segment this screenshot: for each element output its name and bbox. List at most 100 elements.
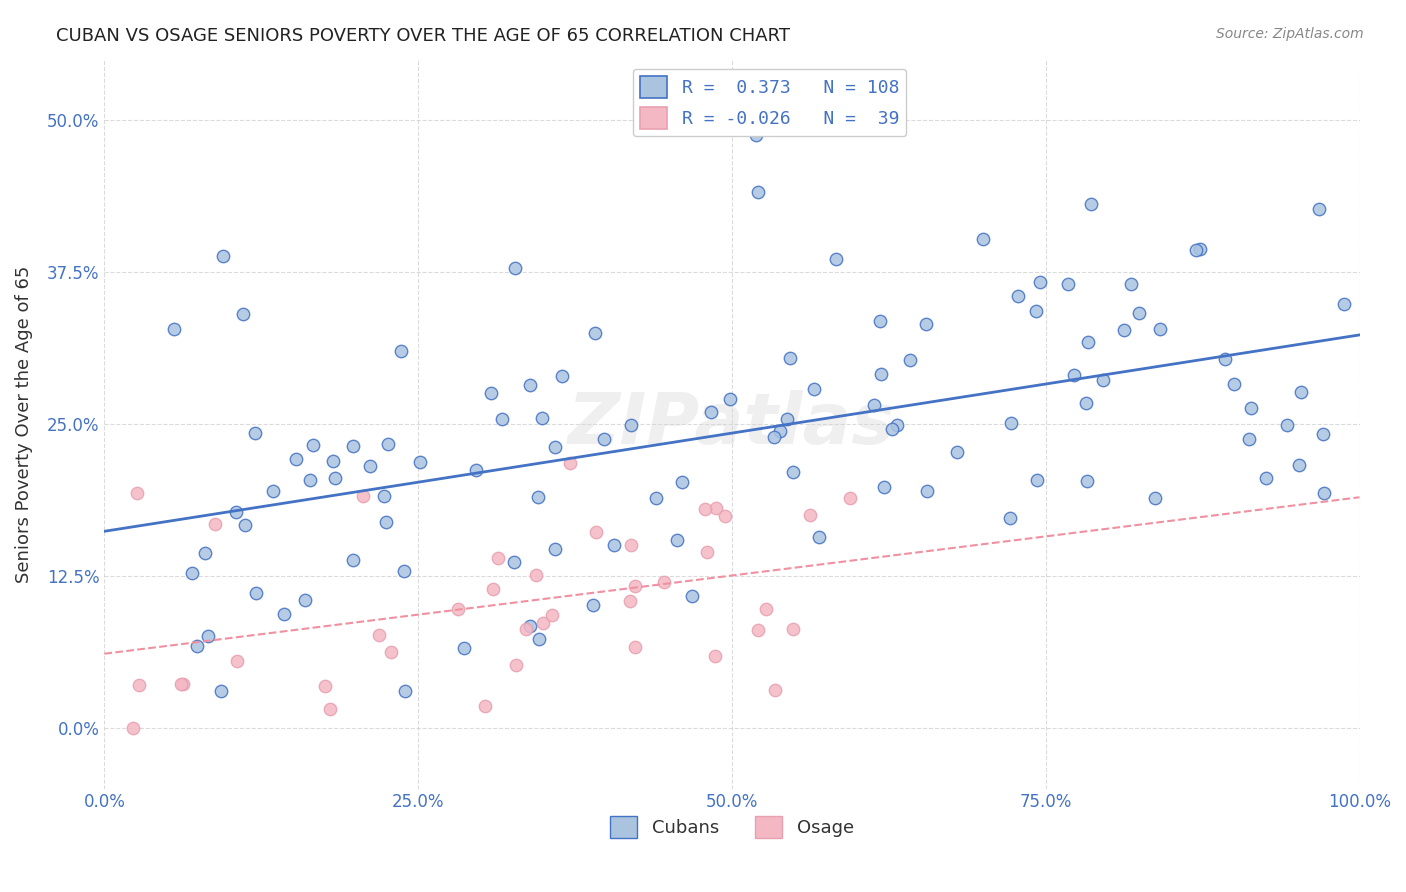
Point — [886, 418, 908, 433]
Text: ZIPatlas: ZIPatlas — [568, 390, 896, 458]
Point — [693, 502, 716, 516]
Point — [776, 412, 799, 426]
Point — [273, 607, 295, 621]
Point — [1289, 384, 1312, 399]
Point — [409, 455, 432, 469]
Point — [226, 654, 249, 668]
Point — [1149, 322, 1171, 336]
Point — [1240, 401, 1263, 415]
Point — [1112, 323, 1135, 337]
Point — [479, 385, 502, 400]
Point — [808, 530, 831, 544]
Point — [700, 405, 723, 419]
Point — [503, 555, 526, 569]
Point — [1077, 335, 1099, 350]
Point — [620, 538, 643, 552]
Point — [368, 627, 391, 641]
Point — [1312, 426, 1334, 441]
Point — [530, 410, 553, 425]
Point — [1000, 417, 1022, 431]
Point — [782, 622, 804, 636]
Point — [624, 579, 647, 593]
Point — [665, 533, 688, 547]
Point — [898, 353, 921, 368]
Point — [1213, 351, 1236, 366]
Point — [204, 516, 226, 531]
Point — [262, 484, 284, 499]
Point — [232, 307, 254, 321]
Point — [1256, 471, 1278, 485]
Point — [583, 326, 606, 341]
Point — [1188, 242, 1211, 256]
Point — [515, 622, 537, 636]
Point — [284, 452, 307, 467]
Point — [1239, 432, 1261, 446]
Point — [762, 430, 785, 444]
Point — [505, 260, 527, 275]
Point — [624, 640, 647, 654]
Point — [394, 684, 416, 698]
Point — [825, 252, 848, 266]
Point — [1223, 376, 1246, 391]
Point — [1007, 289, 1029, 303]
Text: Source: ZipAtlas.com: Source: ZipAtlas.com — [1216, 27, 1364, 41]
Point — [186, 640, 208, 654]
Point — [245, 426, 267, 441]
Point — [377, 437, 399, 451]
Point — [862, 398, 884, 412]
Point — [1185, 243, 1208, 257]
Point — [779, 351, 801, 365]
Point — [870, 368, 893, 382]
Point — [519, 377, 541, 392]
Point — [211, 249, 233, 263]
Point — [1063, 368, 1085, 383]
Point — [745, 128, 768, 142]
Point — [453, 641, 475, 656]
Point — [209, 684, 232, 698]
Point — [880, 422, 903, 436]
Point — [645, 491, 668, 506]
Point — [519, 619, 541, 633]
Point — [1277, 418, 1299, 433]
Point — [541, 607, 564, 622]
Point — [392, 565, 415, 579]
Point — [527, 632, 550, 647]
Point — [558, 457, 581, 471]
Point — [671, 475, 693, 490]
Point — [803, 383, 825, 397]
Point — [1076, 396, 1098, 410]
Point — [782, 465, 804, 479]
Point — [1025, 304, 1047, 318]
Point — [869, 314, 891, 328]
Point — [873, 479, 896, 493]
Point — [747, 623, 769, 637]
Point — [527, 490, 550, 504]
Point — [245, 586, 267, 600]
Point — [1144, 491, 1167, 505]
Point — [128, 678, 150, 692]
Point — [1288, 458, 1310, 473]
Point — [1312, 486, 1334, 500]
Point — [322, 454, 344, 468]
Point — [314, 679, 336, 693]
Point — [127, 485, 149, 500]
Point — [799, 508, 821, 522]
Point — [172, 677, 194, 691]
Point — [1128, 306, 1150, 320]
Point — [544, 440, 567, 454]
Point — [593, 433, 616, 447]
Point — [1333, 297, 1355, 311]
Point — [696, 545, 718, 559]
Point — [652, 575, 675, 590]
Point — [464, 463, 486, 477]
Point — [170, 677, 193, 691]
Point — [704, 649, 727, 664]
Point — [998, 511, 1021, 525]
Point — [505, 657, 527, 672]
Point — [619, 594, 641, 608]
Point — [374, 515, 396, 529]
Point — [714, 508, 737, 523]
Text: CUBAN VS OSAGE SENIORS POVERTY OVER THE AGE OF 65 CORRELATION CHART: CUBAN VS OSAGE SENIORS POVERTY OVER THE … — [56, 27, 790, 45]
Point — [197, 629, 219, 643]
Legend: Cubans, Osage: Cubans, Osage — [603, 809, 860, 845]
